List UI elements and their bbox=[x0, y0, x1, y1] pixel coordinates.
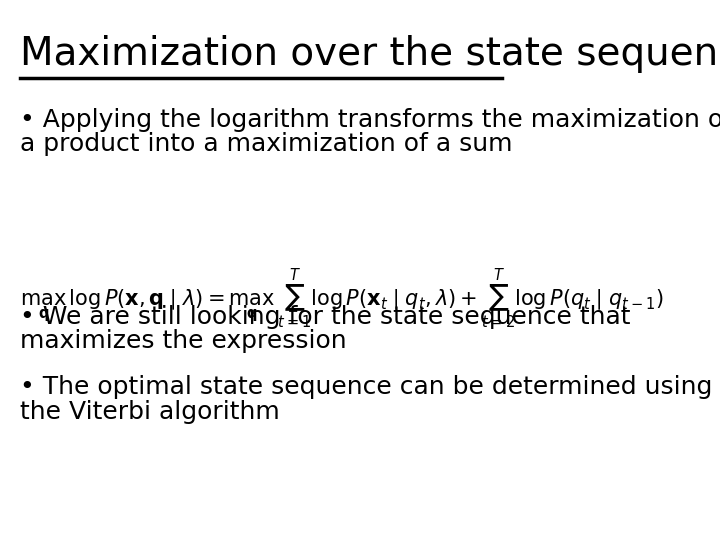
Text: • Applying the logarithm transforms the maximization of: • Applying the logarithm transforms the … bbox=[20, 108, 720, 132]
Text: Maximization over the state sequence: Maximization over the state sequence bbox=[20, 35, 720, 73]
Text: $\underset{\mathbf{q}}{\max}\, \log P(\mathbf{x}, \mathbf{q} \mid \lambda) = \un: $\underset{\mathbf{q}}{\max}\, \log P(\m… bbox=[20, 267, 664, 330]
Text: the Viterbi algorithm: the Viterbi algorithm bbox=[20, 400, 280, 423]
Text: • We are still looking for the state sequence that: • We are still looking for the state seq… bbox=[20, 305, 631, 329]
Text: a product into a maximization of a sum: a product into a maximization of a sum bbox=[20, 132, 513, 156]
Text: maximizes the expression: maximizes the expression bbox=[20, 329, 347, 353]
Text: • The optimal state sequence can be determined using: • The optimal state sequence can be dete… bbox=[20, 375, 713, 399]
